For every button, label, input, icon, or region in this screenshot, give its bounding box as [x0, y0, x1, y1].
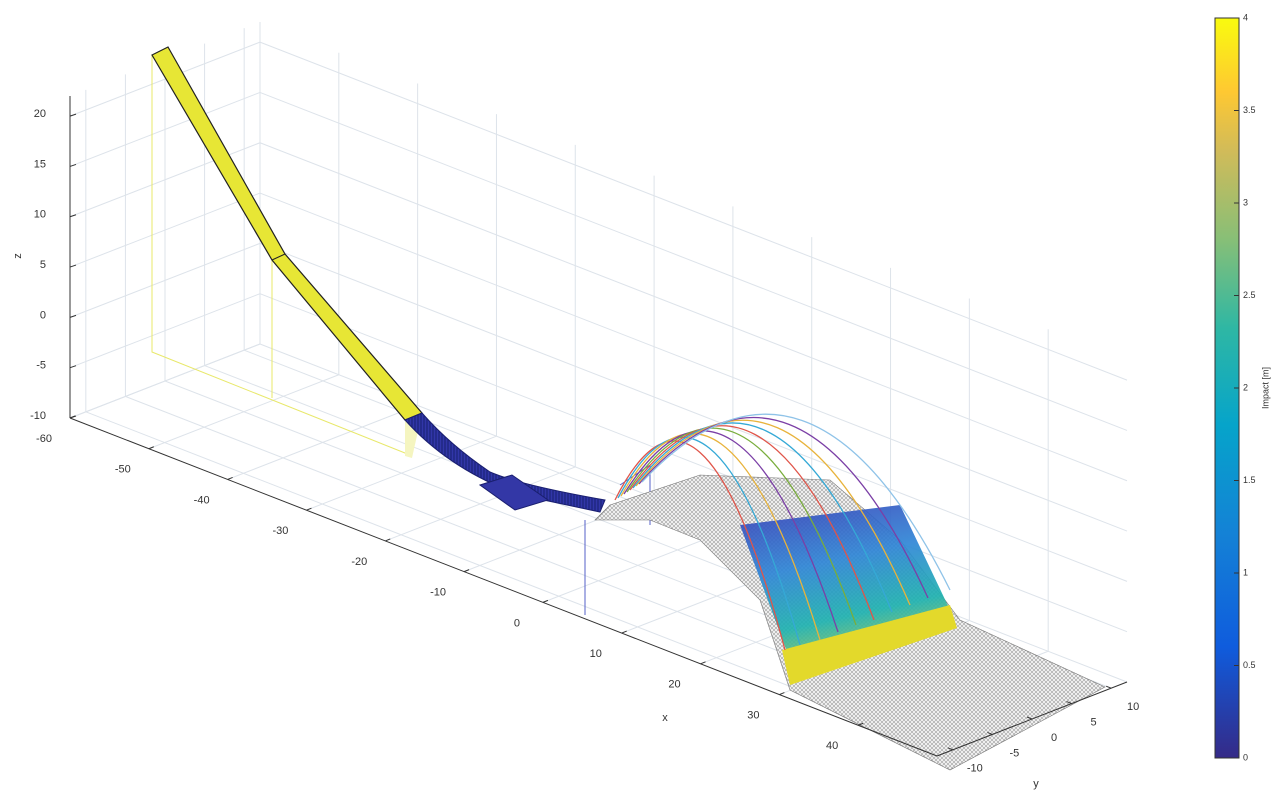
colorbar-label: Impact [m]	[1260, 367, 1270, 409]
z-tick	[69, 314, 77, 318]
y-tick	[1026, 716, 1033, 720]
y-tick	[947, 747, 954, 751]
z-tick	[69, 214, 77, 218]
trajectory	[620, 433, 821, 641]
z-tick-label: 5	[40, 259, 46, 271]
colorbar-tick-label: 0	[1243, 752, 1248, 762]
z-tick	[69, 365, 77, 369]
x-tick	[779, 692, 785, 696]
x-axis-label: x	[662, 712, 668, 724]
colorbar-tick-label: 3.5	[1243, 105, 1256, 115]
grid-line	[69, 242, 261, 318]
grid-line	[259, 142, 1128, 482]
grid-line	[259, 192, 1128, 532]
x-tick	[542, 599, 549, 603]
inrun-joint	[271, 253, 286, 261]
colorbar-tick-label: 2.5	[1243, 290, 1256, 300]
x-tick	[621, 630, 627, 634]
x-tick	[463, 569, 470, 573]
z-tick	[69, 415, 77, 419]
z-tick-label: -5	[36, 360, 46, 372]
y-axis-label: y	[1033, 778, 1039, 790]
y-tick	[1105, 685, 1112, 689]
trajectories	[614, 413, 951, 651]
z-tick-label: 0	[40, 309, 46, 321]
y-tick	[1066, 701, 1072, 705]
x-tick-label: -50	[115, 464, 131, 476]
colorbar-tick-label: 3	[1243, 197, 1248, 207]
x-tick	[148, 446, 155, 450]
trajectory	[629, 425, 875, 621]
trajectory	[614, 440, 786, 651]
trajectory	[635, 419, 911, 606]
colorbar-tick-label: 1.5	[1243, 475, 1256, 485]
grid-line	[259, 293, 1128, 633]
x-tick-label: 10	[590, 648, 602, 660]
trajectory	[617, 436, 801, 646]
x-tick-label: -60	[36, 433, 52, 445]
y-tick	[987, 731, 993, 735]
x-tick-label: 30	[747, 709, 759, 721]
grid-line	[69, 192, 261, 268]
y-tick-label: 10	[1127, 701, 1139, 713]
inrun-transition	[404, 412, 606, 513]
grid-line	[69, 41, 261, 117]
axes: -60-50-40-30-20-10010203040-10-50510-10-…	[30, 96, 1139, 775]
colorbar-tick-label: 4	[1243, 12, 1248, 22]
colorbar-tick-label: 1	[1243, 567, 1248, 577]
z-tick	[69, 264, 77, 268]
y-tick-label: 5	[1091, 716, 1097, 728]
colorbar-tick-label: 0.5	[1243, 660, 1256, 670]
grid-line	[69, 293, 261, 369]
x-tick-label: -20	[351, 556, 367, 568]
colorbar-tick-label: 2	[1243, 382, 1248, 392]
y-tick-label: -5	[1010, 747, 1020, 759]
grid-line	[69, 91, 261, 167]
x-tick-label: -10	[430, 587, 446, 599]
axis-line	[69, 417, 938, 757]
y-tick-label: -10	[967, 763, 983, 775]
x-tick-label: -40	[194, 494, 210, 506]
z-tick-label: 10	[34, 209, 46, 221]
y-tick-label: 0	[1051, 732, 1057, 744]
z-tick	[69, 113, 77, 117]
table-box	[478, 474, 550, 511]
z-tick-label: -10	[30, 410, 46, 422]
trajectory	[623, 430, 839, 633]
trajectory	[641, 413, 951, 591]
hill-geometry	[151, 46, 1106, 771]
trajectory	[626, 427, 857, 626]
x-tick-label: -30	[273, 525, 289, 537]
z-tick-label: 20	[34, 108, 46, 120]
grid-line	[259, 91, 1128, 431]
z-tick-label: 15	[34, 158, 46, 170]
x-tick	[857, 722, 864, 726]
x-tick	[306, 507, 312, 511]
trajectory	[632, 422, 893, 613]
x-tick-label: 40	[826, 740, 838, 752]
x-tick	[385, 538, 391, 542]
projection-line	[151, 55, 411, 456]
trajectory	[638, 416, 929, 599]
grid-line	[259, 242, 1128, 582]
impact-band	[782, 605, 957, 685]
x-tick-label: 20	[668, 679, 680, 691]
grid-line	[259, 41, 1128, 381]
x-tick	[227, 476, 233, 480]
x-tick	[700, 661, 706, 665]
x-tick-label: 0	[514, 617, 520, 629]
z-tick	[69, 163, 77, 167]
grid-line	[69, 343, 261, 419]
z-axis-label: z	[12, 253, 24, 259]
